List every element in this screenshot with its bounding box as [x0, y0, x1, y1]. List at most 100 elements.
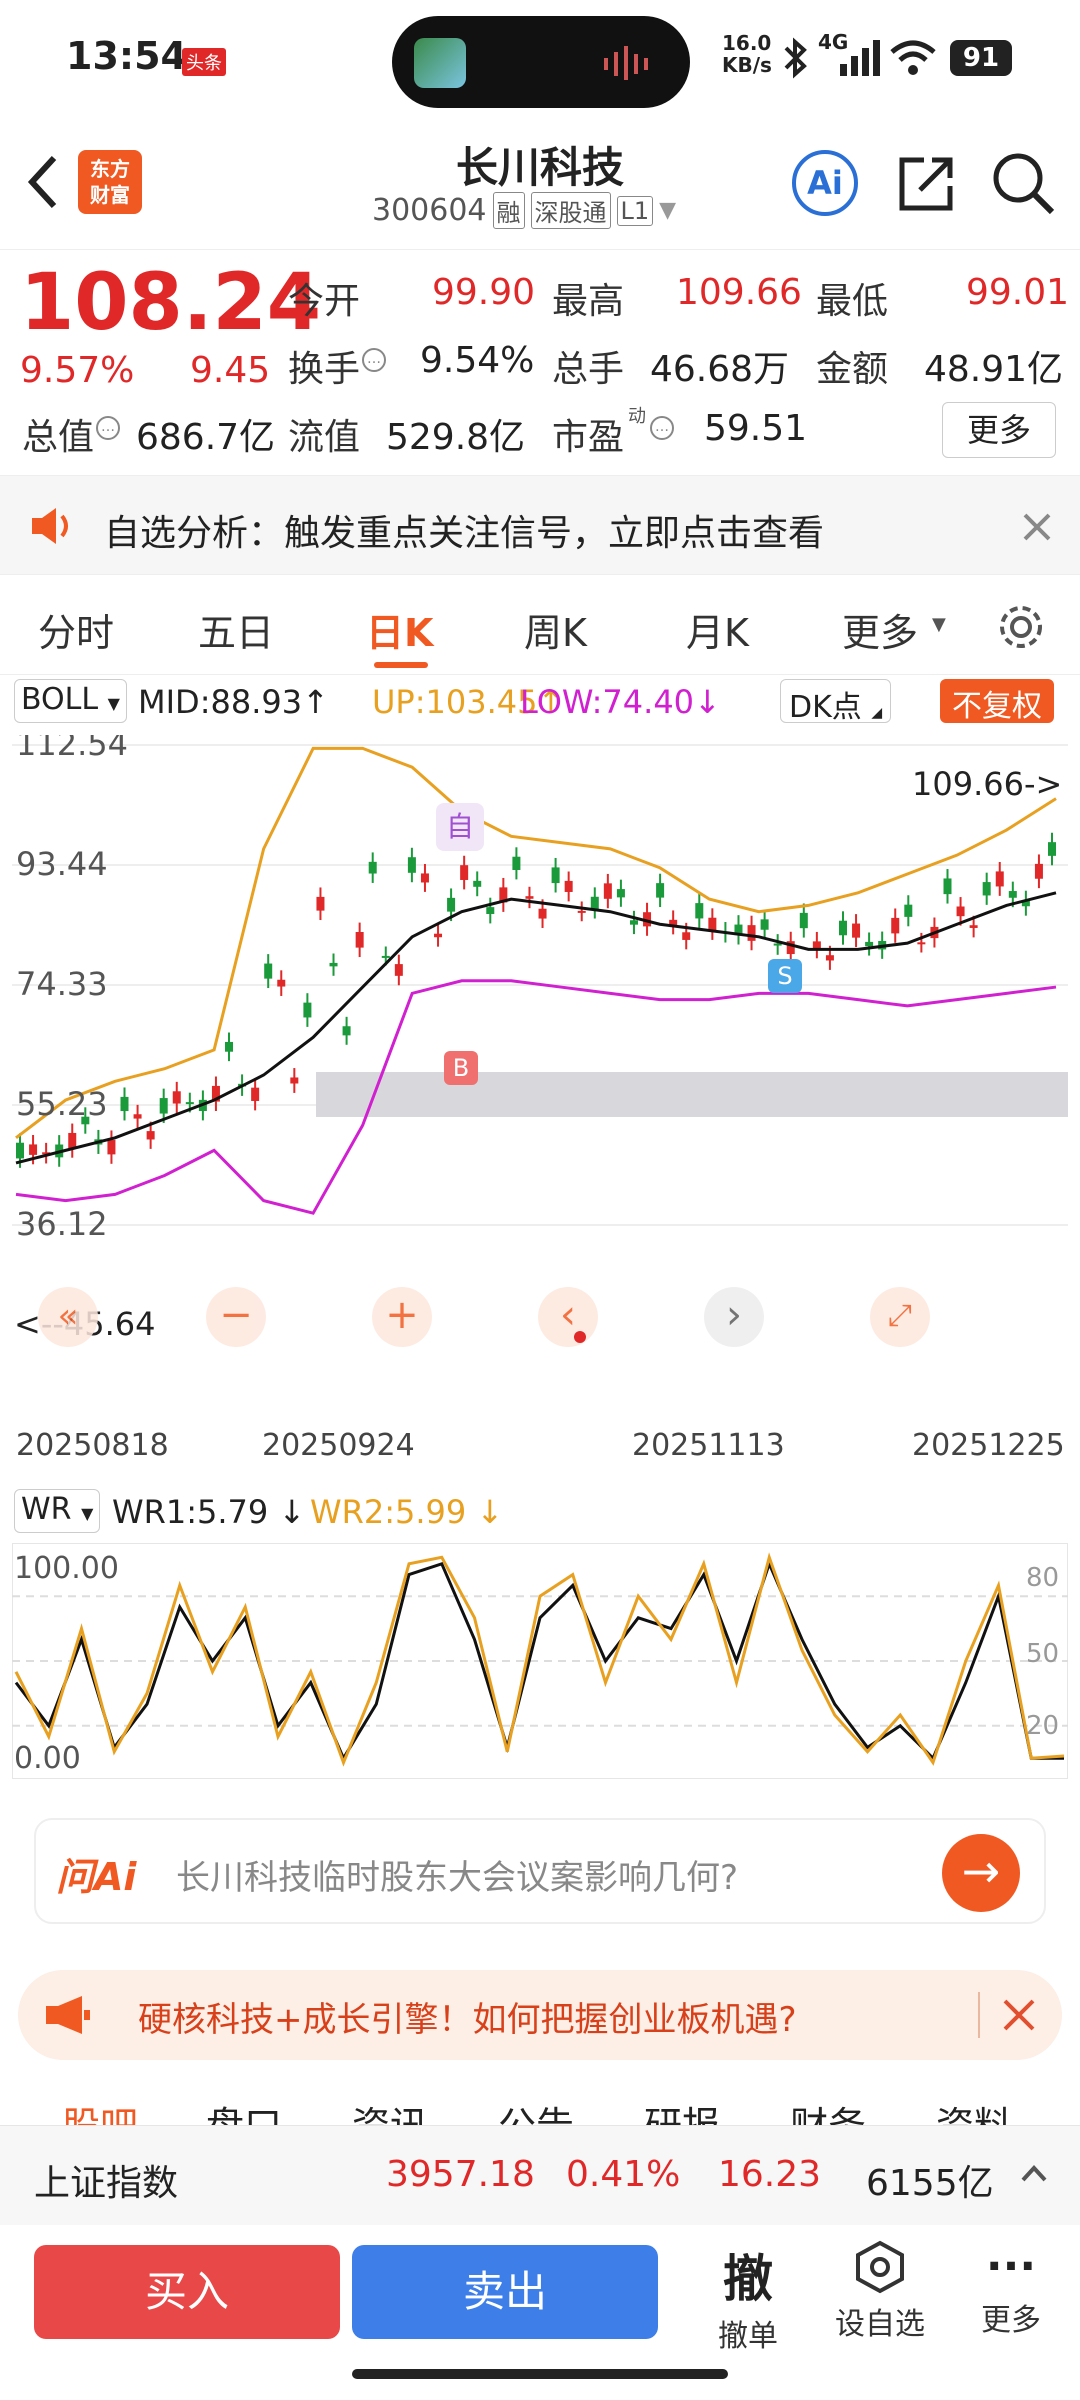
sell-button[interactable]: 卖出 — [352, 2245, 658, 2339]
boll-up: UP:103.45↑ — [372, 683, 565, 721]
series-line-wr2 — [14, 1552, 1065, 1767]
speaker-icon — [32, 508, 68, 544]
tab-announcements[interactable]: 公告 — [498, 2095, 574, 2125]
series-line-wr1 — [14, 1559, 1064, 1762]
candle-body — [407, 857, 416, 873]
more-actions-button[interactable]: ··· 更多 — [956, 2239, 1066, 2339]
wr-grid — [12, 1543, 1068, 1779]
dropdown-triangle-icon[interactable]: ▼ — [659, 198, 677, 223]
expand-icon[interactable]: ⤢ — [870, 1287, 930, 1347]
chevron-left-icon[interactable]: ‹ — [538, 1287, 598, 1347]
wr-indicator-panel: WR ▼ WR1:5.79 ↓ WR2:5.99 ↓ 100.00 0.00 8… — [0, 1485, 1080, 1785]
more-dots-icon: ··· — [985, 2241, 1037, 2292]
back-icon[interactable] — [22, 152, 62, 212]
tab-reports[interactable]: 研报 — [644, 2095, 720, 2125]
hexagon-icon — [856, 2240, 904, 2294]
status-bar: 13:54 头条 16.0 KB/s 4G 91 — [0, 0, 1080, 120]
dk-point-button[interactable]: DK点 ◢ — [780, 679, 892, 725]
open-label: 今开 — [288, 281, 361, 322]
support-zone — [316, 1072, 1068, 1117]
tab-financials[interactable]: 财务 — [790, 2095, 866, 2125]
tab-weekly-k[interactable]: 周K — [524, 611, 587, 655]
tag-connect: 深股通 — [530, 192, 611, 229]
y-tick-label: 93.44 — [16, 845, 108, 883]
home-indicator — [352, 2369, 728, 2379]
index-value: 3957.18 — [386, 2154, 535, 2195]
x-tick-label: 20250818 — [16, 1428, 169, 1463]
candle-body — [891, 917, 900, 934]
gear-icon[interactable] — [994, 600, 1048, 654]
candle-body — [590, 896, 599, 910]
info-icon[interactable]: … — [96, 416, 120, 440]
tab-forum[interactable]: 股吧 — [62, 2095, 138, 2125]
candle-body — [825, 955, 834, 961]
more-button[interactable]: 更多 — [942, 402, 1056, 458]
candle-body — [799, 912, 808, 929]
x-axis-labels: 20250818 20250924 20251113 20251225 — [16, 1428, 1065, 1463]
more-label: 更多 — [981, 2303, 1041, 2338]
candle-body — [81, 1116, 90, 1125]
chevron-down-icon: ▼ — [932, 614, 946, 635]
cancel-order-button[interactable]: 撤 撤单 — [690, 2239, 806, 2355]
tab-intraday[interactable]: 分时 — [38, 611, 115, 655]
search-icon[interactable] — [990, 150, 1056, 216]
candle-body — [512, 856, 521, 870]
net-speed: 16.0 KB/s — [722, 31, 772, 77]
candle-body — [656, 883, 665, 898]
signal-sell-badge[interactable]: S — [768, 959, 802, 993]
rewind-icon[interactable]: « — [38, 1287, 98, 1347]
tab-orderbook[interactable]: 盘口 — [206, 2095, 282, 2125]
change-percent: 9.57% — [20, 350, 135, 391]
x-tick-label: 20250924 — [262, 1428, 415, 1463]
pe-value: 59.51 — [704, 408, 808, 449]
ask-ai-box[interactable]: 问Ai 长川科技临时股东大会议案影响几何? → — [34, 1818, 1046, 1924]
volume-label: 总手 — [552, 349, 625, 390]
buy-button[interactable]: 买入 — [34, 2245, 340, 2339]
tab-more[interactable]: 更多 — [842, 611, 919, 655]
ask-ai-placeholder[interactable]: 长川科技临时股东大会议案影响几何? — [176, 1858, 739, 1898]
close-icon[interactable] — [1022, 512, 1052, 542]
candle-body — [852, 923, 861, 938]
content-tabs: 股吧 盘口 资讯 公告 研报 财务 资料 — [0, 2085, 1080, 2125]
tab-daily-k[interactable]: 日K — [366, 611, 434, 655]
candle-body — [486, 907, 495, 914]
y-tick-label: 55.23 — [16, 1085, 108, 1123]
candle-body — [251, 1087, 260, 1101]
signal-buy-badge[interactable]: B — [444, 1051, 478, 1085]
zoom-in-icon[interactable]: + — [372, 1287, 432, 1347]
tab-active-indicator — [374, 662, 428, 668]
tab-news[interactable]: 资讯 — [352, 2095, 428, 2125]
adjust-button[interactable]: 不复权 — [940, 679, 1054, 724]
index-ticker-bar[interactable]: 上证指数 3957.18 0.41% 16.23 6155亿 — [0, 2125, 1080, 2225]
promo-banner[interactable]: 硬核科技+成长引擎！如何把握创业板机遇? — [18, 1970, 1062, 2060]
candle-body — [956, 906, 965, 917]
info-icon[interactable]: … — [650, 416, 674, 440]
share-icon[interactable] — [896, 152, 958, 214]
zoom-out-icon[interactable]: − — [206, 1287, 266, 1347]
candle-body — [172, 1091, 181, 1104]
add-watchlist-button[interactable]: 设自选 — [820, 2239, 940, 2343]
stock-name: 长川科技 — [455, 143, 624, 192]
notice-bar[interactable]: 自选分析：触发重点关注信号，立即点击查看 — [0, 475, 1080, 575]
candle-body — [995, 871, 1004, 887]
tab-monthly-k[interactable]: 月K — [686, 611, 749, 655]
chevron-up-icon[interactable] — [1020, 2162, 1048, 2184]
candle-body — [982, 882, 991, 896]
arrow-right-icon[interactable]: → — [942, 1834, 1020, 1912]
wr-chart[interactable] — [12, 1543, 1068, 1779]
ai-button[interactable]: Ai — [792, 150, 858, 216]
close-icon[interactable] — [1002, 1998, 1036, 2032]
indicator-select-boll[interactable]: BOLL ▼ — [14, 679, 127, 723]
tab-five-day[interactable]: 五日 — [198, 611, 275, 655]
promo-divider — [978, 1992, 980, 2038]
candle-body — [133, 1114, 142, 1119]
info-icon[interactable]: … — [362, 348, 386, 372]
tab-profile[interactable]: 资料 — [936, 2095, 1012, 2125]
chevron-right-icon[interactable]: › — [704, 1287, 764, 1347]
candle-body — [460, 865, 469, 880]
candle-body — [420, 873, 429, 883]
indicator-select-wr[interactable]: WR ▼ — [14, 1489, 101, 1533]
candle-body — [342, 1026, 351, 1036]
signal-self-badge[interactable]: 自 — [436, 803, 484, 851]
